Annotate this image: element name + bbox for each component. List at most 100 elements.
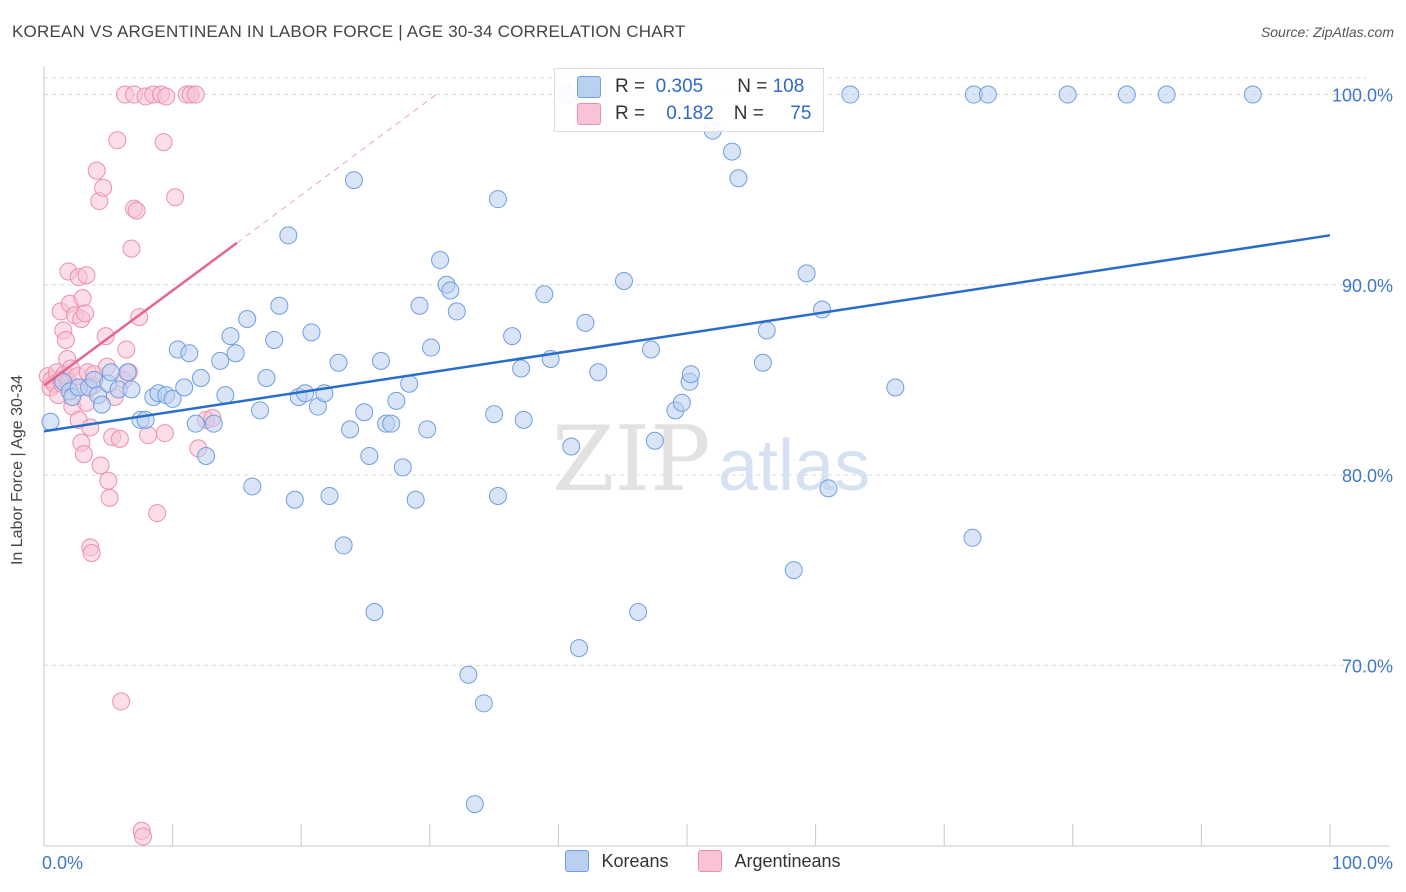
legend-swatch-argentineans <box>698 850 723 872</box>
argentinean-point <box>112 692 131 711</box>
chart-title: KOREAN VS ARGENTINEAN IN LABOR FORCE | A… <box>12 22 686 41</box>
korean-point <box>641 340 660 359</box>
argentinean-point <box>166 188 185 207</box>
y-tick-label: 80.0% <box>1342 466 1393 486</box>
watermark-atlas: atlas <box>718 426 870 506</box>
argentinean-point <box>76 304 95 323</box>
legend-swatch-koreans <box>565 850 590 872</box>
argentinean-point <box>127 201 146 220</box>
korean-point <box>204 414 223 433</box>
n-value-argentineans: 75 <box>790 103 812 124</box>
korean-point <box>645 431 664 450</box>
korean-point <box>576 313 595 332</box>
korean-trend-line <box>43 234 1331 433</box>
korean-point <box>118 363 137 382</box>
korean-point <box>723 142 742 161</box>
korean-point <box>41 412 60 431</box>
korean-point <box>334 536 353 555</box>
watermark-zip: ZIP <box>552 407 711 512</box>
korean-point <box>320 486 339 505</box>
korean-point <box>226 344 245 363</box>
korean-point <box>302 323 321 342</box>
n-value-koreans: 108 <box>772 76 805 97</box>
legend-item-koreans: Koreans <box>565 850 668 872</box>
korean-point <box>365 603 384 621</box>
korean-point <box>819 479 838 498</box>
korean-point <box>813 300 832 319</box>
korean-point <box>265 330 284 349</box>
korean-point <box>422 338 441 357</box>
argentinean-trend-line <box>43 241 238 387</box>
argentinean-point <box>154 133 173 152</box>
argentinean-point <box>96 327 115 346</box>
argentinean-point <box>148 504 167 523</box>
argentinean-point <box>157 87 176 106</box>
r-label: R = <box>615 103 646 124</box>
korean-point <box>1117 85 1136 104</box>
argentinean-point <box>91 456 110 475</box>
legend-swatch-pink <box>577 103 601 125</box>
korean-point <box>191 369 210 387</box>
x-tick-label: 0.0% <box>42 853 83 873</box>
korean-point <box>221 327 240 346</box>
tick-labels: 70.0% 80.0% 90.0% 100.0% 0.0% 100.0% <box>42 86 1393 873</box>
korean-point <box>211 351 230 370</box>
korean-point <box>963 528 982 547</box>
korean-point <box>270 296 289 315</box>
korean-point <box>279 226 298 245</box>
argentinean-point <box>122 239 141 258</box>
korean-point <box>535 285 554 304</box>
argentinean-point <box>82 544 101 563</box>
korean-point <box>197 447 216 465</box>
korean-point <box>238 310 257 329</box>
korean-point <box>757 321 776 340</box>
korean-point <box>382 414 401 433</box>
korean-point <box>1157 85 1176 104</box>
korean-point <box>681 365 700 384</box>
argentinean-points <box>38 85 222 846</box>
korean-point <box>344 171 363 190</box>
korean-point <box>186 414 205 433</box>
argentinean-point <box>74 445 93 464</box>
n-label: N = <box>737 76 768 97</box>
korean-point <box>355 403 374 422</box>
korean-point <box>729 169 748 188</box>
korean-point <box>503 327 522 346</box>
korean-point <box>122 380 141 399</box>
korean-point <box>797 264 816 283</box>
argentinean-point <box>117 340 136 359</box>
argentinean-point <box>81 418 100 437</box>
y-tick-label: 100.0% <box>1332 86 1393 106</box>
korean-point <box>431 251 450 270</box>
argentinean-point <box>87 161 106 180</box>
korean-point <box>371 351 390 370</box>
korean-point <box>629 603 648 621</box>
korean-point <box>488 486 507 505</box>
r-value-koreans: 0.305 <box>655 76 704 97</box>
argentinean-point <box>99 471 118 490</box>
korean-point <box>410 296 429 315</box>
korean-point <box>465 795 484 814</box>
korean-point <box>92 395 111 414</box>
korean-point <box>406 490 425 509</box>
korean-point <box>257 369 276 387</box>
korean-point <box>512 359 531 378</box>
korean-point <box>101 363 120 382</box>
argentinean-point <box>100 488 119 507</box>
n-label: N = <box>733 103 764 124</box>
korean-point <box>672 393 691 412</box>
legend-row-argentineans: R = 0.182 N = 75 <box>577 101 811 127</box>
korean-point <box>360 447 379 465</box>
r-label: R = <box>615 76 646 97</box>
korean-point <box>393 458 412 477</box>
korean-point <box>614 271 633 290</box>
argentinean-point <box>94 178 113 197</box>
korean-point <box>589 363 608 382</box>
korean-point <box>485 405 504 424</box>
x-tick-label: 100.0% <box>1332 853 1393 873</box>
korean-point <box>886 378 905 397</box>
argentinean-point <box>134 827 153 846</box>
argentinean-point <box>186 85 205 104</box>
r-value-argentineans: 0.182 <box>666 103 714 124</box>
korean-point <box>488 190 507 209</box>
